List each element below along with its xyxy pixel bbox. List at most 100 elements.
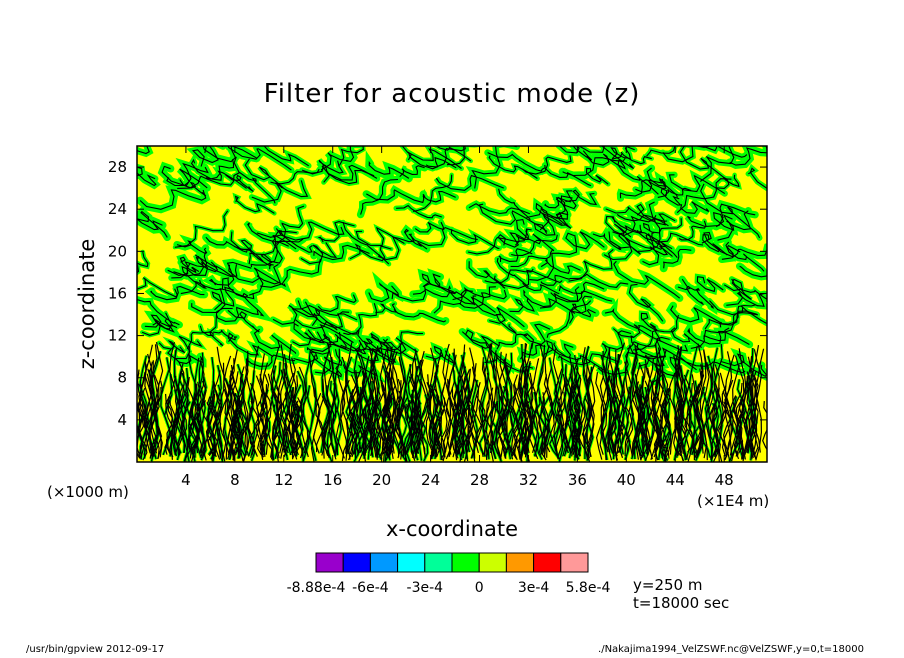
- info-time-value: t=18000 sec: [633, 594, 729, 612]
- x-tick-label: 8: [230, 471, 240, 489]
- contour-line: [335, 370, 346, 459]
- contour-line: [409, 364, 418, 456]
- contour-line: [600, 350, 612, 461]
- contour-line: [366, 189, 425, 204]
- contour-line: [726, 291, 765, 307]
- contour-line: [422, 190, 456, 203]
- contour-line: [543, 340, 574, 359]
- contour-lines: [137, 146, 767, 462]
- contour-line: [282, 368, 292, 454]
- contour-line: [539, 286, 580, 309]
- contour-line: [247, 222, 297, 250]
- contour-line: [461, 366, 471, 454]
- contour-line: [205, 236, 248, 253]
- contour-line: [509, 297, 535, 313]
- contour-line: [163, 374, 173, 457]
- contour-line: [461, 331, 512, 368]
- contour-line: [468, 261, 506, 289]
- contour-line: [144, 353, 155, 457]
- contour-line: [315, 349, 343, 374]
- info-y-value: y=250 m: [633, 576, 702, 594]
- contour-line: [137, 277, 178, 298]
- colorbar: [315, 552, 589, 573]
- contour-line: [251, 180, 309, 203]
- contour-line: [228, 370, 238, 461]
- contour-line: [435, 174, 505, 191]
- footer-right: ./Nakajima1994_VelZSWF.nc@VelZSWF,y=0,t=…: [598, 644, 864, 654]
- contour-line: [369, 345, 379, 457]
- contour-line: [677, 285, 704, 306]
- contour-line: [300, 242, 338, 265]
- contour-line: [330, 375, 338, 455]
- contour-line: [230, 231, 264, 263]
- contour-line: [551, 212, 572, 229]
- contour-line: [450, 229, 500, 249]
- plot-frame: [136, 145, 768, 463]
- contour-line: [262, 392, 273, 458]
- contour-line: [199, 325, 224, 347]
- contour-line: [662, 248, 692, 269]
- contour-line: [360, 178, 399, 215]
- contour-line: [702, 234, 728, 256]
- contour-line: [709, 300, 767, 325]
- contour-line: [619, 371, 629, 453]
- x-axis: 4 8 12 16 20 24 28 32 36 40 44 48: [181, 146, 734, 489]
- contour-line: [475, 394, 486, 457]
- contour-line: [631, 343, 642, 460]
- contour-line: [213, 329, 238, 341]
- contour-line: [565, 231, 605, 250]
- contour-line: [748, 167, 767, 190]
- contour-line: [205, 159, 235, 180]
- contour-line: [215, 346, 226, 462]
- contour-line: [347, 388, 357, 460]
- contour-line: [150, 360, 160, 454]
- contour-line: [455, 390, 465, 459]
- contour-line: [355, 226, 405, 246]
- contour-line: [678, 365, 688, 461]
- contour-line: [137, 251, 149, 274]
- contour-line: [670, 305, 723, 324]
- contour-line: [713, 344, 723, 453]
- contour-line: [342, 222, 390, 265]
- contour-line: [487, 152, 546, 172]
- contour-line: [634, 373, 644, 461]
- contour-line: [753, 349, 763, 453]
- contour-line: [233, 245, 274, 267]
- contour-line: [452, 354, 462, 461]
- x-tick-label: 4: [181, 471, 191, 489]
- contour-line: [651, 232, 678, 258]
- contour-line: [660, 402, 670, 461]
- contour-line: [646, 146, 692, 157]
- contour-line: [496, 402, 504, 460]
- contour-line: [173, 373, 182, 454]
- contour-line: [555, 190, 577, 217]
- contour-line: [481, 357, 490, 455]
- contour-line: [546, 300, 592, 338]
- contour-line: [293, 351, 342, 378]
- contour-line: [186, 401, 195, 453]
- contour-line: [599, 375, 608, 455]
- contour-line: [692, 368, 703, 459]
- contour-line: [227, 332, 274, 358]
- y-tick-label: 12: [108, 327, 127, 345]
- colorbar-swatch: [560, 552, 589, 573]
- contour-line: [563, 365, 573, 457]
- colorbar-swatch: [397, 552, 426, 573]
- contour-line: [511, 234, 558, 256]
- contour-line: [631, 351, 641, 456]
- contour-line: [260, 258, 321, 288]
- contour-line: [465, 329, 500, 349]
- contour-line: [729, 395, 738, 456]
- contour-line: [224, 378, 233, 461]
- contour-line: [301, 159, 344, 175]
- contour-line: [137, 146, 150, 155]
- colorbar-label: -3e-4: [407, 580, 444, 596]
- contour-line: [231, 371, 240, 461]
- contour-line: [540, 274, 570, 286]
- contour-line: [604, 308, 652, 332]
- contour-line: [523, 289, 576, 315]
- contour-line: [562, 157, 627, 177]
- contour-line: [369, 360, 379, 460]
- contour-line: [573, 357, 584, 460]
